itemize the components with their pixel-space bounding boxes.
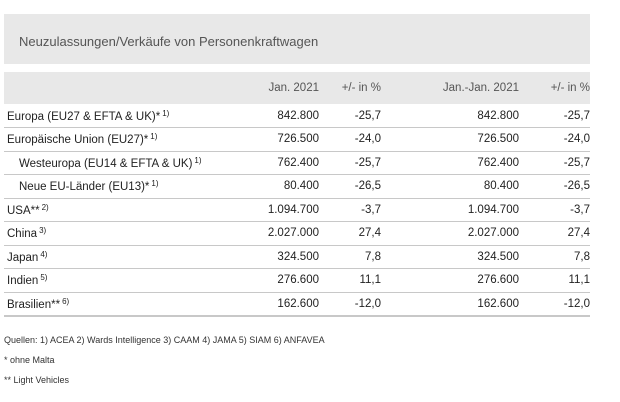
row-footnote-ref: 2) — [41, 202, 49, 212]
row-label: Westeuropa (EU14 & EFTA & UK) 1) — [4, 151, 246, 175]
row-label: Indien 5) — [4, 269, 246, 293]
cell-ytd: 726.500 — [477, 133, 519, 146]
row-label: USA** 2) — [4, 198, 246, 222]
cell-jan: 1.094.700 — [267, 203, 319, 216]
table-row: Indien 5) 276.600 11,1 276.600 11,1 — [4, 269, 590, 293]
row-footnote-ref: 3) — [39, 226, 47, 236]
cell-jan: 276.600 — [277, 274, 319, 287]
table-row: Brasilien** 6) 162.600 -12,0 162.600 -12,0 — [4, 292, 590, 316]
cell-change-ytd: -3,7 — [570, 203, 590, 216]
table-row: Europa (EU27 & EFTA & UK)* 1) 842.800 -25,7… — [4, 104, 590, 128]
footnote-sources: Quellen: 1) ACEA 2) Wards Intelligence 3… — [4, 335, 325, 345]
row-footnote-ref: 5) — [40, 273, 48, 283]
header-change-jan: +/- in % — [341, 82, 381, 94]
cell-change-ytd: -25,7 — [563, 156, 590, 169]
cell-gap — [381, 128, 389, 152]
footnote-light-vehicles: ** Light Vehicles — [4, 375, 70, 385]
cell-jan: 2.027.000 — [267, 227, 319, 240]
cell-change-ytd: -26,5 — [563, 180, 590, 193]
cell-change-jan: -24,0 — [354, 133, 381, 146]
table-row: Europäische Union (EU27)* 1) 726.500 -24,0 7… — [4, 128, 590, 152]
cell-change-jan: 7,8 — [365, 250, 381, 263]
table-row: USA** 2) 1.094.700 -3,7 1.094.700 -3,7 — [4, 198, 590, 222]
cell-change-ytd: -25,7 — [563, 109, 590, 122]
row-footnote-ref: 1) — [162, 108, 170, 118]
cell-ytd: 276.600 — [477, 274, 519, 287]
table-header-row: Jan. 2021 +/- in % Jan.-Jan. 2021 +/- in… — [4, 72, 590, 104]
cell-change-jan: -25,7 — [354, 109, 381, 122]
row-label-text: Indien — [7, 275, 39, 288]
cell-ytd: 162.600 — [477, 297, 519, 310]
table-title-text: Neuzulassungen/Verkäufe von Personenkraf… — [19, 34, 319, 49]
row-label-text: Europa (EU27 & EFTA & UK)* — [7, 110, 161, 123]
row-label: Neue EU-Länder (EU13)* 1) — [4, 175, 246, 199]
row-label-text: Europäische Union (EU27)* — [7, 134, 149, 147]
row-label-text: China — [7, 228, 38, 241]
cell-ytd: 842.800 — [477, 109, 519, 122]
footnote-malta: * ohne Malta — [4, 355, 55, 365]
cell-ytd: 762.400 — [477, 156, 519, 169]
sales-table-container: Jan. 2021 +/- in % Jan.-Jan. 2021 +/- in… — [4, 72, 590, 317]
row-footnote-ref: 1) — [150, 132, 158, 142]
cell-ytd: 80.400 — [483, 180, 519, 193]
cell-change-jan: 11,1 — [359, 274, 381, 287]
cell-ytd: 1.094.700 — [467, 203, 519, 216]
header-change-ytd: +/- in % — [550, 82, 590, 94]
cell-jan: 726.500 — [277, 133, 319, 146]
row-footnote-ref: 1) — [151, 179, 159, 189]
cell-jan: 162.600 — [277, 297, 319, 310]
cell-change-jan: 27,4 — [358, 227, 381, 240]
cell-change-jan: -25,7 — [354, 156, 381, 169]
cell-gap — [381, 269, 389, 293]
cell-ytd: 324.500 — [477, 250, 519, 263]
row-label: Europa (EU27 & EFTA & UK)* 1) — [4, 104, 246, 128]
row-label-text: Japan — [7, 251, 39, 264]
cell-change-ytd: 27,4 — [567, 227, 590, 240]
row-label-text: Westeuropa (EU14 & EFTA & UK) — [19, 157, 193, 170]
cell-gap — [381, 245, 389, 269]
cell-change-ytd: 11,1 — [568, 274, 590, 287]
cell-gap — [381, 151, 389, 175]
table-title: Neuzulassungen/Verkäufe von Personenkraf… — [4, 14, 590, 64]
cell-gap — [381, 292, 389, 316]
cell-change-jan: -26,5 — [354, 180, 381, 193]
cell-jan: 324.500 — [277, 250, 319, 263]
table-row: Japan 4) 324.500 7,8 324.500 7,8 — [4, 245, 590, 269]
row-footnote-ref: 1) — [194, 155, 202, 165]
cell-ytd: 2.027.000 — [467, 227, 519, 240]
cell-change-jan: -3,7 — [361, 203, 381, 216]
header-jan: Jan. 2021 — [268, 82, 319, 94]
header-ytd: Jan.-Jan. 2021 — [442, 82, 519, 94]
cell-gap — [381, 104, 389, 128]
cell-jan: 762.400 — [277, 156, 319, 169]
table-row: China 3) 2.027.000 27,4 2.027.000 27,4 — [4, 222, 590, 246]
row-footnote-ref: 4) — [40, 249, 48, 259]
row-label: Europäische Union (EU27)* 1) — [4, 128, 246, 152]
cell-change-ytd: -24,0 — [563, 133, 590, 146]
row-label-text: USA** — [7, 204, 40, 217]
row-label: China 3) — [4, 222, 246, 246]
row-footnote-ref: 6) — [62, 296, 70, 306]
row-label-text: Brasilien** — [7, 298, 61, 311]
row-label-text: Neue EU-Länder (EU13)* — [19, 181, 150, 194]
row-label: Japan 4) — [4, 245, 246, 269]
table-row: Westeuropa (EU14 & EFTA & UK) 1) 762.400 -2… — [4, 151, 590, 175]
cell-gap — [381, 175, 389, 199]
header-label — [4, 72, 246, 104]
cell-jan: 80.400 — [283, 180, 319, 193]
cell-change-ytd: 7,8 — [574, 250, 590, 263]
cell-gap — [381, 198, 389, 222]
footnotes: Quellen: 1) ACEA 2) Wards Intelligence 3… — [4, 330, 325, 390]
row-label: Brasilien** 6) — [4, 292, 246, 316]
header-gap — [381, 72, 389, 104]
cell-gap — [381, 222, 389, 246]
cell-change-jan: -12,0 — [354, 297, 381, 310]
cell-change-ytd: -12,0 — [563, 297, 590, 310]
table-row: Neue EU-Länder (EU13)* 1) 80.400 -26,5 80.40… — [4, 175, 590, 199]
sales-table: Jan. 2021 +/- in % Jan.-Jan. 2021 +/- in… — [4, 72, 590, 317]
cell-jan: 842.800 — [277, 109, 319, 122]
